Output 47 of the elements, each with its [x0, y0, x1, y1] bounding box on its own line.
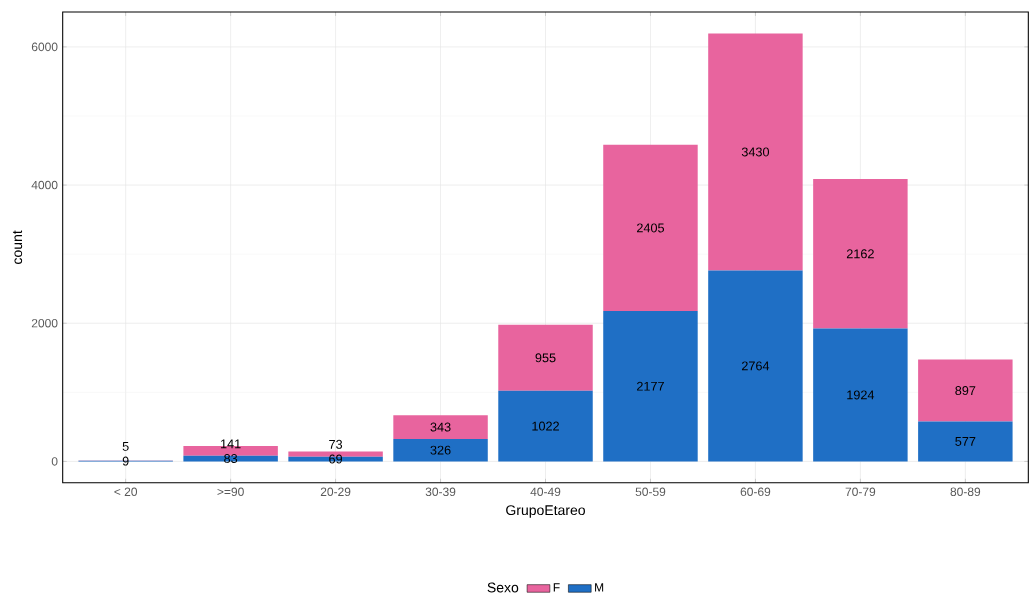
y-axis-title: count — [12, 230, 23, 264]
data-label: 2162 — [846, 249, 874, 259]
data-label: 83 — [224, 453, 238, 463]
x-tick-label: < 20 — [114, 487, 138, 496]
legend-label: F — [553, 583, 560, 592]
data-label: 73 — [329, 439, 343, 449]
x-tick-label: 70-79 — [845, 487, 876, 496]
bar — [813, 328, 908, 462]
bar — [498, 390, 593, 462]
x-tick-label: 80-89 — [950, 487, 981, 496]
data-label: 2405 — [637, 223, 665, 233]
bar — [498, 324, 593, 391]
legend-title: Sexo — [487, 582, 519, 593]
data-label: 897 — [955, 385, 976, 395]
bar — [393, 438, 488, 462]
x-axis-title: GrupoEtareo — [506, 505, 585, 518]
bar — [708, 33, 803, 271]
bar — [918, 421, 1013, 462]
y-tick-label: 2000 — [31, 318, 58, 328]
data-label: 577 — [955, 436, 976, 446]
data-label: 1924 — [847, 390, 875, 400]
y-tick-label: 4000 — [31, 180, 58, 190]
data-label: 2764 — [741, 361, 770, 371]
x-tick-label: 20-29 — [320, 487, 351, 496]
x-tick-label: 50-59 — [635, 487, 666, 496]
x-tick-label: 60-69 — [740, 487, 771, 496]
legend-label: M — [595, 583, 604, 592]
x-tick-label: >=90 — [217, 487, 244, 496]
data-label: 69 — [329, 454, 343, 464]
data-label: 343 — [430, 422, 451, 432]
y-tick-label: 0 — [51, 457, 58, 466]
data-label: 2177 — [637, 381, 664, 391]
data-label: 3430 — [741, 147, 770, 157]
bar — [708, 270, 803, 462]
bar — [813, 179, 908, 329]
x-tick-label: 30-39 — [425, 487, 456, 496]
data-label: 1022 — [532, 421, 559, 431]
data-label: 955 — [535, 353, 556, 363]
bar — [603, 144, 698, 311]
data-label: 326 — [430, 445, 451, 455]
bar — [603, 310, 698, 462]
data-label: 9 — [122, 456, 129, 466]
data-label: 5 — [122, 441, 129, 451]
x-tick-label: 40-49 — [530, 487, 561, 496]
bar — [918, 359, 1013, 422]
bar — [393, 415, 488, 439]
y-tick-label: 6000 — [31, 42, 58, 52]
